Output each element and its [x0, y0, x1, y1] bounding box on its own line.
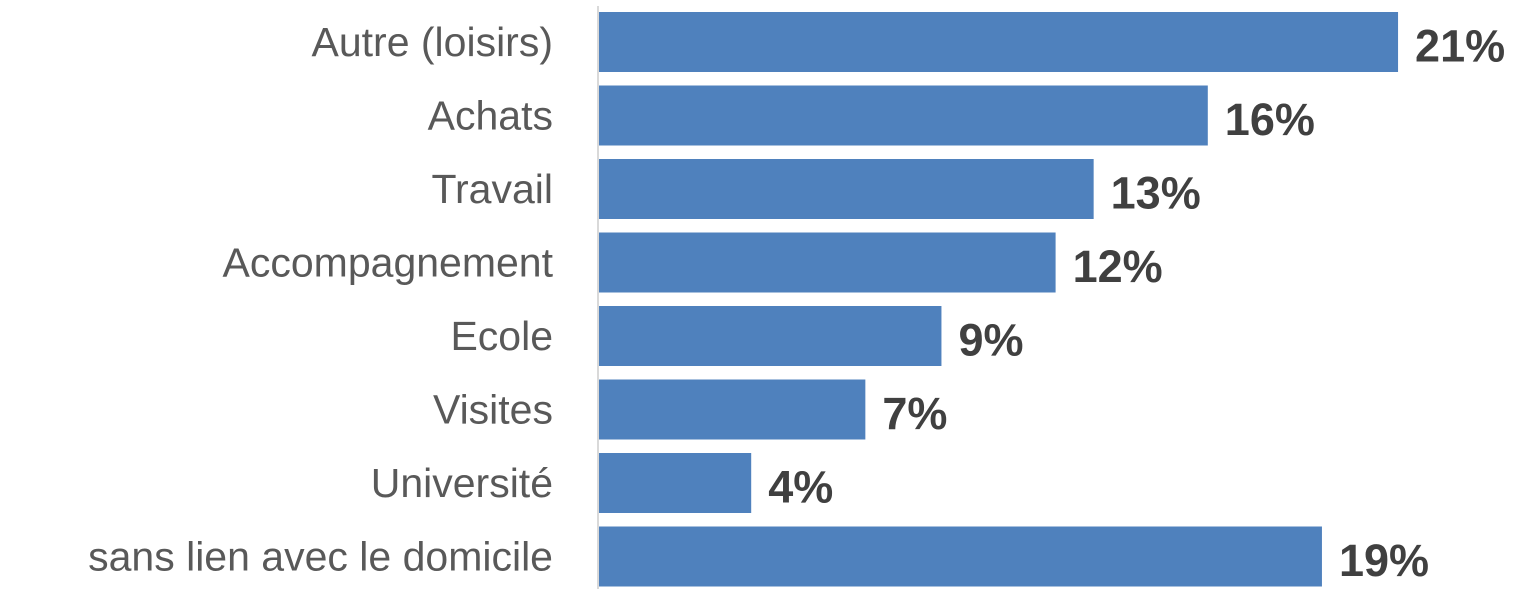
value-labels: 21% 16% 13% 12% 9%7% 4% 19%	[768, 21, 1505, 587]
category-label: Achats	[428, 93, 553, 139]
value-label: 9%	[958, 315, 1023, 366]
value-label: 21%	[1415, 21, 1505, 72]
value-label: 19%	[1339, 535, 1429, 586]
bar-1	[599, 12, 1399, 72]
category-label: Ecole	[450, 313, 553, 359]
category-label: sans lien avec le domicile	[88, 534, 553, 580]
value-label: 16%	[1225, 94, 1315, 145]
bar-group	[599, 12, 1399, 587]
bar-4	[599, 232, 1056, 293]
bar-5	[599, 306, 942, 366]
category-labels: Autre (loisirs) Achats Travail Accompagneme…	[88, 19, 554, 580]
value-label: 13%	[1111, 168, 1201, 219]
category-label: Accompagnement	[223, 240, 554, 286]
category-label: Autre (loisirs)	[312, 19, 553, 65]
category-label: Université	[371, 460, 553, 506]
category-label: Visites	[433, 387, 553, 433]
bar-6	[599, 379, 866, 440]
value-label: 4%	[768, 462, 833, 513]
bar-3	[599, 159, 1094, 219]
value-label: 12%	[1073, 241, 1163, 292]
bar-2	[599, 85, 1208, 146]
category-label: Travail	[432, 166, 554, 212]
bar-7	[599, 453, 752, 513]
value-label: 7%	[882, 388, 947, 439]
bar-8	[599, 526, 1322, 587]
